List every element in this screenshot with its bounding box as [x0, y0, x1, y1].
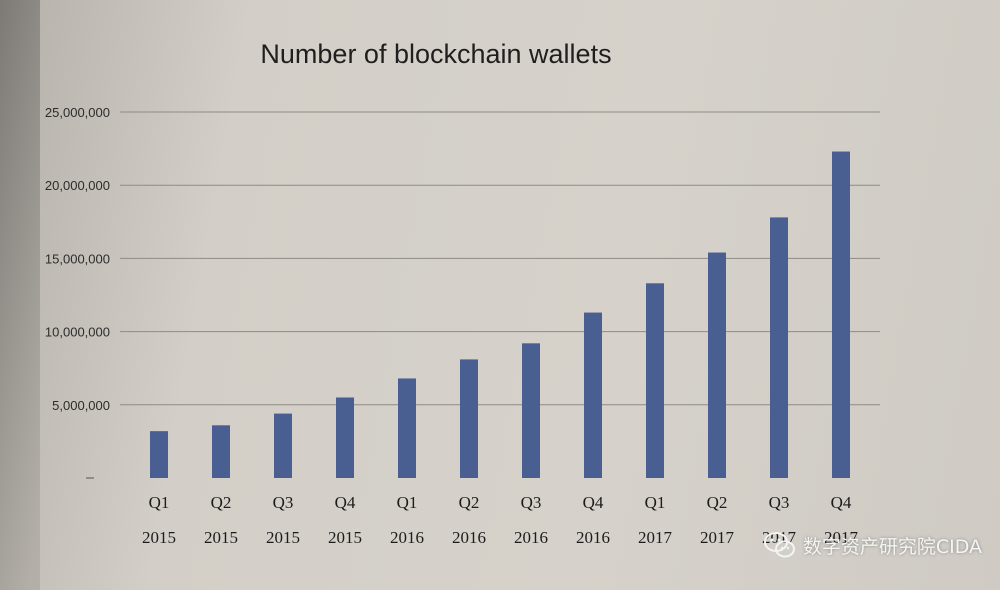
bar — [336, 397, 354, 478]
x-tick-label-quarter: Q2 — [459, 493, 480, 512]
gridlines — [86, 111, 880, 479]
bar — [708, 252, 726, 478]
bar — [150, 431, 168, 478]
x-tick-label-quarter: Q4 — [831, 493, 852, 512]
bar — [646, 283, 664, 478]
x-tick-label-year: 2017 — [700, 528, 735, 547]
x-tick-label-year: 2015 — [328, 528, 362, 547]
x-tick-label-quarter: Q1 — [397, 493, 418, 512]
bar — [398, 378, 416, 478]
x-tick-label-year: 2015 — [204, 528, 238, 547]
bar — [274, 413, 292, 478]
x-tick-label-quarter: Q3 — [273, 493, 294, 512]
watermark: 数字资产研究院CIDA — [763, 530, 982, 560]
x-tick-label-quarter: Q3 — [521, 493, 542, 512]
wechat-icon — [763, 530, 797, 560]
y-tick-label: 15,000,000 — [45, 251, 110, 266]
x-tick-label-year: 2015 — [142, 528, 176, 547]
x-tick-label-quarter: Q3 — [769, 493, 790, 512]
y-tick-label: 5,000,000 — [52, 398, 110, 413]
bar — [522, 343, 540, 478]
x-tick-label-quarter: Q4 — [335, 493, 356, 512]
x-tick-label-year: 2016 — [452, 528, 486, 547]
x-tick-label-year: 2016 — [576, 528, 610, 547]
bars — [150, 151, 850, 478]
x-tick-label-quarter: Q4 — [583, 493, 604, 512]
x-tick-label-year: 2016 — [514, 528, 548, 547]
bar — [584, 312, 602, 478]
x-tick-label-year: 2016 — [390, 528, 424, 547]
bar — [832, 151, 850, 478]
y-axis-tick-labels: 5,000,000 10,000,000 15,000,000 20,000,000 2… — [45, 105, 110, 413]
x-tick-label-quarter: Q1 — [149, 493, 170, 512]
y-tick-label: 25,000,000 — [45, 105, 110, 120]
chart-title: Number of blockchain wallets — [260, 39, 611, 69]
bar — [212, 425, 230, 478]
watermark-text: 数字资产研究院CIDA — [802, 535, 982, 558]
x-tick-label-year: 2015 — [266, 528, 300, 547]
y-tick-label: 20,000,000 — [45, 178, 110, 193]
x-tick-label-quarter: Q2 — [211, 493, 232, 512]
x-tick-label-year: 2017 — [824, 528, 859, 547]
bar — [460, 359, 478, 478]
x-tick-label-quarter: Q1 — [645, 493, 666, 512]
bar — [770, 217, 788, 478]
x-tick-label-year: 2017 — [638, 528, 673, 547]
x-tick-label-quarter: Q2 — [707, 493, 728, 512]
x-axis-tick-labels: Q1 2015 Q2 2015 Q3 2015 Q4 2015 Q1 2016 Q2 2016 Q3 20… — [142, 493, 859, 547]
y-tick-label: 10,000,000 — [45, 325, 110, 340]
